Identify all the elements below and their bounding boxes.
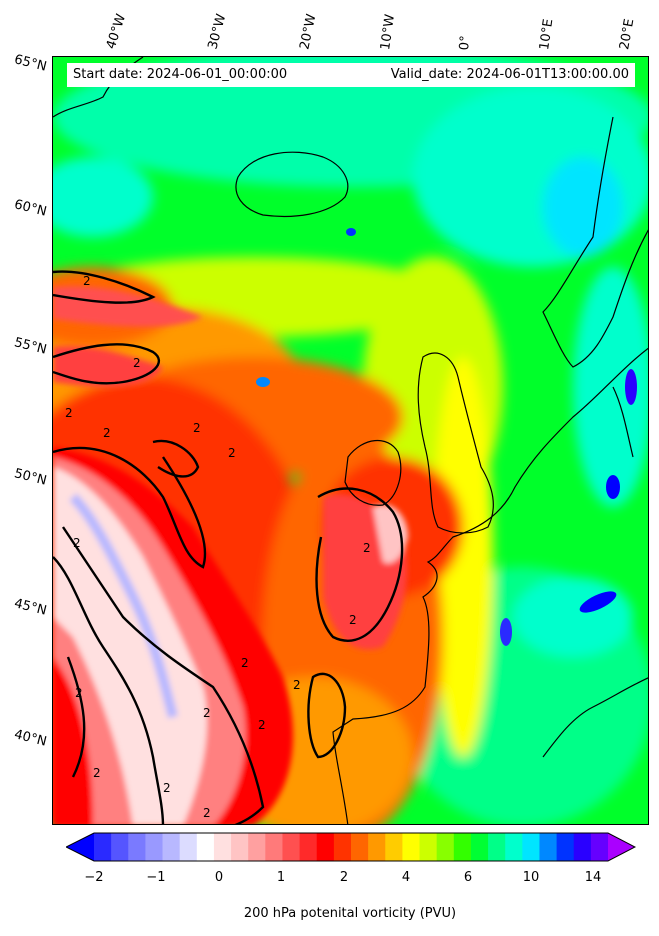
colorbar-label: 200 hPa potenital vorticity (PVU) xyxy=(243,906,457,921)
colorbar-segment xyxy=(402,833,421,861)
pv-field-svg: 2 2 2 2 2 2 2 2 2 2 2 2 2 2 2 2 2 xyxy=(53,57,648,824)
colorbar-segment xyxy=(539,833,558,861)
colorbar-segment xyxy=(488,833,506,861)
lat-label-40n: 40°N xyxy=(12,727,49,750)
svg-text:2: 2 xyxy=(193,421,201,435)
colorbar-segment xyxy=(94,833,112,861)
svg-text:2: 2 xyxy=(163,781,171,795)
start-date-text: Start date: 2024-06-01_00:00:00 xyxy=(73,67,288,82)
svg-text:2: 2 xyxy=(293,678,301,692)
colorbar-segment xyxy=(128,833,146,861)
svg-text:2: 2 xyxy=(228,446,236,460)
colorbar xyxy=(66,832,636,862)
colorbar-tick: −2 xyxy=(84,870,104,885)
lon-label-20e: 20°E xyxy=(617,17,638,52)
pv-map: 2 2 2 2 2 2 2 2 2 2 2 2 2 2 2 2 2 xyxy=(52,56,649,825)
colorbar-segment xyxy=(351,833,369,861)
svg-text:2: 2 xyxy=(73,536,81,550)
svg-text:2: 2 xyxy=(241,656,249,670)
colorbar-segment xyxy=(385,833,403,861)
lon-label-30w: 30°W xyxy=(205,12,230,51)
colorbar-segment xyxy=(179,833,198,861)
colorbar-tick: 6 xyxy=(463,870,473,885)
valid-date-text: Valid_date: 2024-06-01T13:00:00.00 xyxy=(390,67,629,82)
colorbar-segment xyxy=(470,833,489,861)
colorbar-segment xyxy=(196,833,215,861)
colorbar-extend-low xyxy=(66,833,94,861)
svg-text:2: 2 xyxy=(133,356,141,370)
lat-label-65n: 65°N xyxy=(12,52,49,75)
lat-label-50n: 50°N xyxy=(12,466,49,489)
lon-label-20w: 20°W xyxy=(297,12,320,51)
svg-text:2: 2 xyxy=(93,766,101,780)
lon-label-10w: 10°W xyxy=(378,13,398,51)
svg-text:2: 2 xyxy=(258,718,266,732)
ireland-coastline xyxy=(344,439,402,506)
colorbar-segment xyxy=(111,833,129,861)
colorbar-segment xyxy=(505,833,523,861)
colorbar-tick: 10 xyxy=(522,870,540,885)
iceland-coastline xyxy=(235,151,349,217)
colorbar-tick: 14 xyxy=(584,870,602,885)
colorbar-segment xyxy=(162,833,181,861)
colorbar-segment xyxy=(522,833,540,861)
svg-text:2: 2 xyxy=(203,706,211,720)
colorbar-segment xyxy=(573,833,592,861)
svg-text:2: 2 xyxy=(83,274,91,288)
svg-text:2: 2 xyxy=(65,406,73,420)
date-info-box: Start date: 2024-06-01_00:00:00 Valid_da… xyxy=(67,63,635,87)
colorbar-outline xyxy=(66,832,636,862)
colorbar-tick: 2 xyxy=(339,870,349,885)
svg-text:2: 2 xyxy=(103,426,111,440)
colorbar-tick: 1 xyxy=(276,870,286,885)
colorbar-tick: 4 xyxy=(401,870,411,885)
colorbar-segment xyxy=(436,833,455,861)
pv-2-contours xyxy=(53,270,404,824)
britain-coastline xyxy=(417,352,494,534)
colorbar-segment xyxy=(419,833,438,861)
colorbar-segment xyxy=(213,833,232,861)
svg-text:2: 2 xyxy=(75,686,83,700)
svg-text:2: 2 xyxy=(203,806,211,820)
svg-text:2: 2 xyxy=(349,613,357,627)
norway-coastline xyxy=(542,116,648,368)
colorbar-tick: −1 xyxy=(146,870,166,885)
lat-label-60n: 60°N xyxy=(12,197,49,220)
colorbar-segment xyxy=(556,833,575,861)
colorbar-segment xyxy=(299,833,318,861)
lat-label-55n: 55°N xyxy=(12,335,49,358)
colorbar-segment xyxy=(590,833,609,861)
colorbar-segment xyxy=(231,833,249,861)
contour-labels: 2 2 2 2 2 2 2 2 2 2 2 2 2 2 2 2 2 xyxy=(65,274,371,820)
colorbar-tick: 0 xyxy=(214,870,224,885)
colorbar-segment xyxy=(248,833,266,861)
colorbar-segment xyxy=(368,833,386,861)
lon-label-0: 0° xyxy=(457,34,474,51)
lon-label-10e: 10°E xyxy=(537,17,557,51)
svg-text:2: 2 xyxy=(363,541,371,555)
colorbar-segment xyxy=(316,833,335,861)
lon-label-40w: 40°W xyxy=(103,12,130,51)
colorbar-segment xyxy=(265,833,283,861)
colorbar-segment xyxy=(145,833,164,861)
lat-label-45n: 45°N xyxy=(12,596,49,619)
colorbar-segment xyxy=(282,833,301,861)
europe-coastline xyxy=(332,347,648,824)
colorbar-extend-high xyxy=(608,833,635,861)
colorbar-segment xyxy=(453,833,472,861)
colorbar-segment xyxy=(333,833,352,861)
